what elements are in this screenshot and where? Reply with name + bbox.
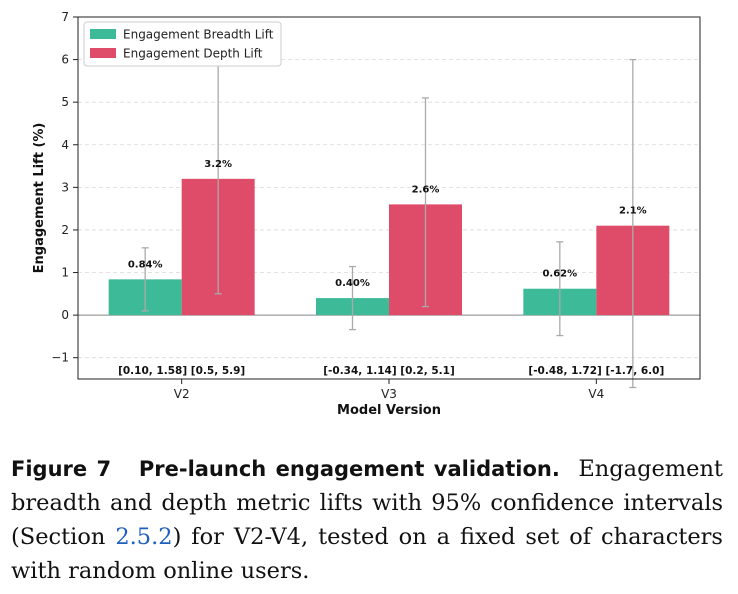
y-tick-label: −1 (51, 351, 69, 365)
y-tick-label: 6 (61, 53, 69, 67)
caption-figure-number: Figure 7 (11, 457, 112, 481)
data-label: 0.62% (542, 269, 577, 280)
caption-text: Engagement breadth and depth metric lift… (11, 456, 723, 550)
x-tick-label: V3 (381, 387, 397, 401)
legend-label: Engagement Breadth Lift (123, 28, 274, 42)
y-tick-label: 2 (61, 223, 69, 237)
x-tick-label: V2 (174, 387, 190, 401)
legend-swatch (90, 48, 116, 58)
y-tick-label: 5 (61, 95, 69, 109)
data-label: 0.40% (335, 278, 370, 289)
x-tick-label: V4 (588, 387, 604, 401)
y-tick-label: 7 (61, 10, 69, 24)
legend-label: Engagement Depth Lift (123, 47, 263, 61)
ci-annotation: [-0.48, 1.72] [-1.7, 6.0] (528, 365, 664, 377)
caption-text-end: ) for V2-V4, tested on a fixed set of ch… (11, 524, 723, 584)
plot-frame (77, 16, 701, 380)
data-label: 2.1% (619, 206, 647, 217)
section-reference-link[interactable]: 2.5.2 (115, 524, 173, 550)
caption-title: Pre-launch engagement validation. (138, 457, 560, 481)
legend-box (83, 21, 282, 67)
y-tick-label: 4 (61, 138, 69, 152)
y-tick-label: 1 (61, 266, 69, 280)
y-tick-label: 3 (61, 180, 69, 194)
plot-area (78, 17, 700, 379)
x-axis-label: Model Version (337, 403, 441, 418)
data-label: 0.84% (128, 259, 163, 270)
figure-caption: Figure 7 Pre-launch engagement validatio… (11, 452, 723, 588)
data-label: 3.2% (204, 159, 232, 170)
chart: −1 0 1 2 3 4 5 6 7 0.84% 3.2% V2 [0.10, 1.58] [0.5, … (32, 10, 701, 418)
y-axis-label: Engagement Lift (%) (32, 123, 47, 274)
data-label: 2.6% (412, 184, 440, 195)
ci-annotation: [-0.34, 1.14] [0.2, 5.1] (323, 365, 455, 377)
legend-swatch (90, 29, 116, 39)
ci-annotation: [0.10, 1.58] [0.5, 5.9] (118, 365, 245, 377)
y-tick-label: 0 (61, 308, 69, 322)
